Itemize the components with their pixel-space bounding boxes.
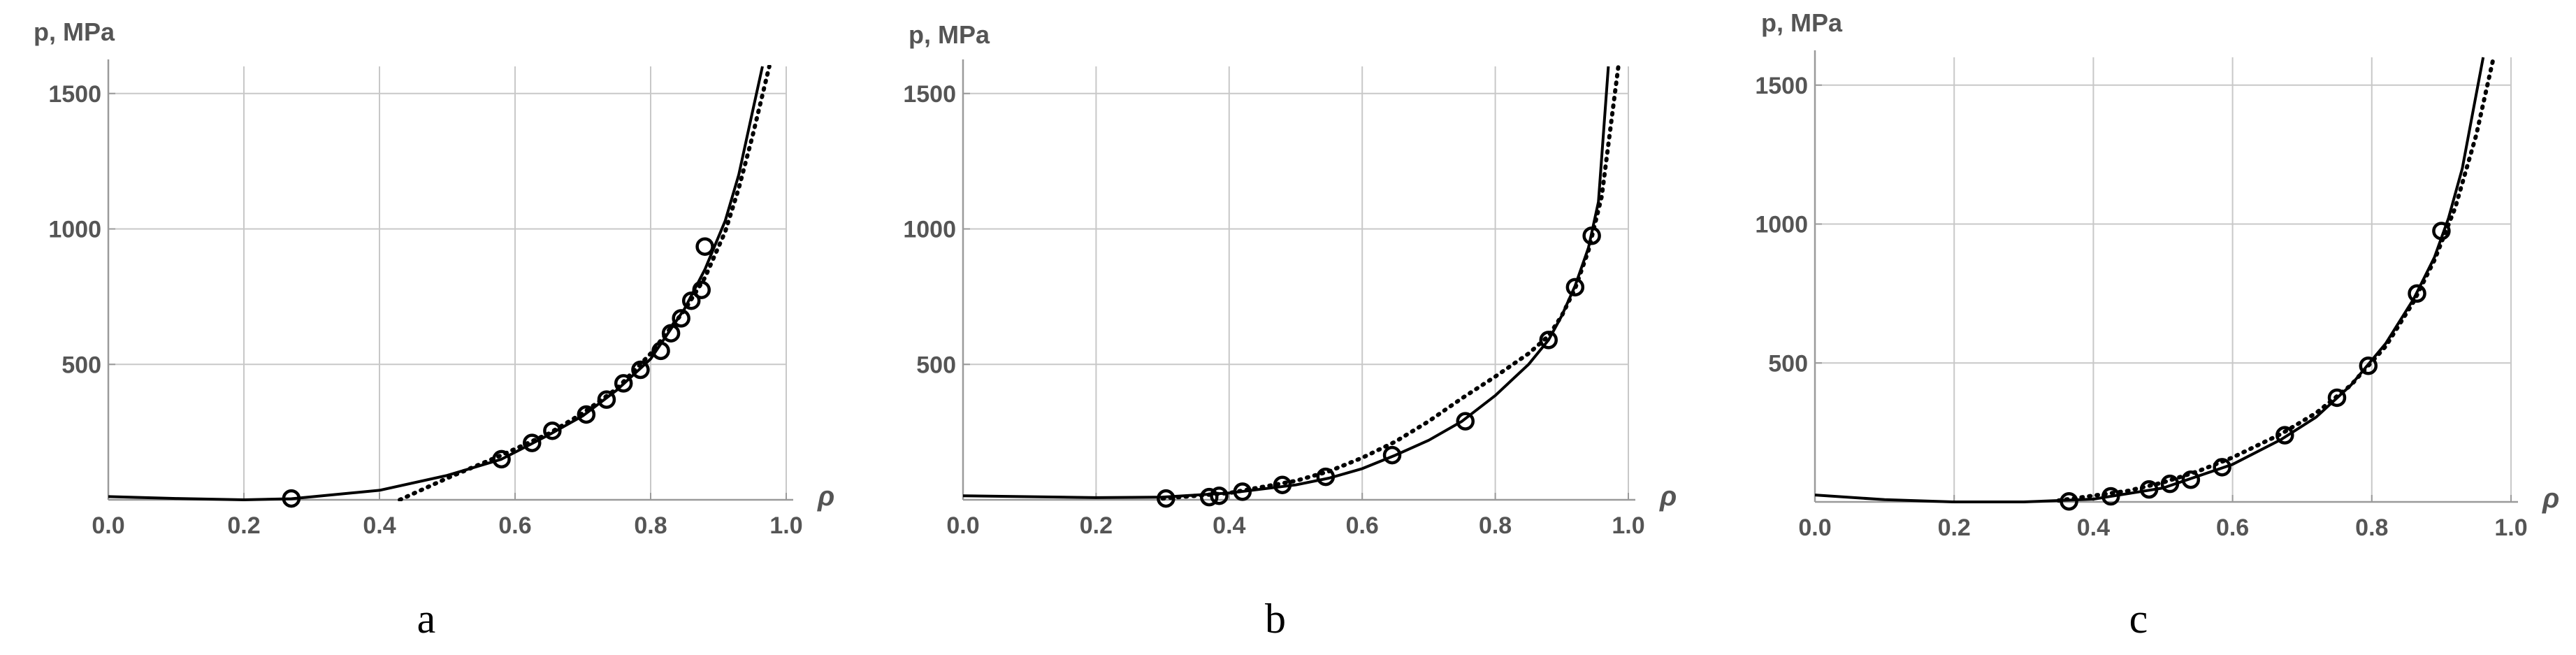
x-axis-label: ρ <box>817 481 834 512</box>
dotted-curve <box>398 65 772 501</box>
x-tick-label: 0.4 <box>363 512 396 539</box>
data-point <box>577 405 596 424</box>
x-tick-label: 1.0 <box>769 512 802 539</box>
data-point <box>2359 356 2378 375</box>
grid <box>1815 57 2512 502</box>
y-tick-label: 1500 <box>48 81 101 108</box>
y-axis-label: p, MPa <box>1761 8 1843 37</box>
data-point <box>492 449 511 469</box>
data-point <box>1382 445 1402 465</box>
data-point <box>2213 458 2231 477</box>
y-tick-label: 1000 <box>903 217 956 243</box>
x-tick-label: 0.4 <box>2077 514 2110 541</box>
data-point <box>2275 426 2294 445</box>
x-axis-label: ρ <box>1659 481 1677 512</box>
data-points <box>1157 226 1601 508</box>
x-tick-label: 0.2 <box>227 512 260 539</box>
x-tick-label: 1.0 <box>2494 514 2527 541</box>
x-tick-label: 1.0 <box>1612 512 1644 539</box>
data-point <box>672 309 690 328</box>
x-tick-label: 0.8 <box>634 512 667 539</box>
grid <box>963 66 1629 500</box>
curves <box>108 65 772 501</box>
chart-panel-b: 0.0 0.2 0.4 0.6 0.8 1.0 500 1000 1500 p, MPa ρ b <box>903 20 1677 642</box>
data-point <box>1565 278 1585 297</box>
data-point <box>597 390 616 409</box>
data-point <box>681 291 701 310</box>
y-axis-label: p, MPa <box>34 17 115 46</box>
data-point <box>614 374 633 393</box>
solid-curve <box>108 66 764 501</box>
data-point <box>1316 467 1336 487</box>
data-point <box>2327 388 2347 408</box>
y-tick-label: 500 <box>61 352 101 378</box>
x-tick-label: 0.4 <box>1213 512 1245 539</box>
data-point <box>695 237 714 256</box>
y-tick-label: 500 <box>916 352 956 378</box>
curves <box>963 65 1621 501</box>
x-tick-label: 0.2 <box>1080 512 1113 539</box>
x-tick-label: 0.8 <box>2355 514 2388 541</box>
data-point <box>523 433 542 452</box>
data-point <box>282 489 301 508</box>
y-tick-label: 1500 <box>903 81 956 108</box>
chart-panel-c: 0.0 0.2 0.4 0.6 0.8 1.0 500 1000 1500 p, MPa ρ c <box>1755 8 2559 642</box>
data-point <box>2432 222 2451 240</box>
data-point <box>1582 226 1601 245</box>
grid <box>108 66 787 500</box>
dotted-curve <box>2056 56 2496 503</box>
y-tick-label: 1000 <box>48 217 101 243</box>
x-tick-label: 0.6 <box>2216 514 2249 541</box>
x-tick-label: 0.0 <box>946 512 979 539</box>
dotted-curve <box>1160 65 1621 501</box>
data-point <box>1233 482 1252 501</box>
data-point <box>692 280 711 299</box>
y-axis-label: p, MPa <box>909 20 990 49</box>
data-points <box>2060 222 2451 511</box>
x-tick-label: 0.0 <box>1798 514 1831 541</box>
x-tick-label: 0.8 <box>1479 512 1512 539</box>
solid-curve <box>963 66 1610 499</box>
x-axis-label: ρ <box>2542 483 2559 514</box>
x-tick-label: 0.0 <box>92 512 124 539</box>
data-point <box>1157 489 1175 508</box>
data-point <box>2160 474 2180 494</box>
panel-label: b <box>1265 596 1286 642</box>
data-point <box>2408 284 2426 303</box>
data-point <box>2181 470 2201 489</box>
data-point <box>1456 412 1475 431</box>
data-point <box>1273 475 1292 494</box>
x-tick-label: 0.2 <box>1938 514 1971 541</box>
data-point <box>2139 480 2159 499</box>
y-tick-label: 500 <box>1768 350 1808 377</box>
data-point <box>2060 491 2078 511</box>
panel-label: c <box>2129 596 2148 642</box>
solid-curve <box>1815 57 2485 503</box>
data-point <box>2101 487 2120 506</box>
data-point <box>543 421 562 440</box>
x-tick-label: 0.6 <box>498 512 531 539</box>
panel-label: a <box>417 596 436 642</box>
x-tick-label: 0.6 <box>1346 512 1379 539</box>
data-point <box>1199 487 1219 507</box>
data-point <box>651 341 670 361</box>
y-tick-label: 1000 <box>1755 212 1808 238</box>
y-tick-label: 1500 <box>1755 73 1808 99</box>
data-point <box>1539 331 1558 350</box>
chart-panel-a: 0.0 0.2 0.4 0.6 0.8 1.0 500 1000 1500 p, MPa ρ a <box>34 17 834 642</box>
data-points <box>282 237 714 508</box>
data-point <box>1210 486 1229 505</box>
data-point <box>631 360 650 380</box>
curves <box>1815 56 2496 503</box>
data-point <box>661 324 681 343</box>
